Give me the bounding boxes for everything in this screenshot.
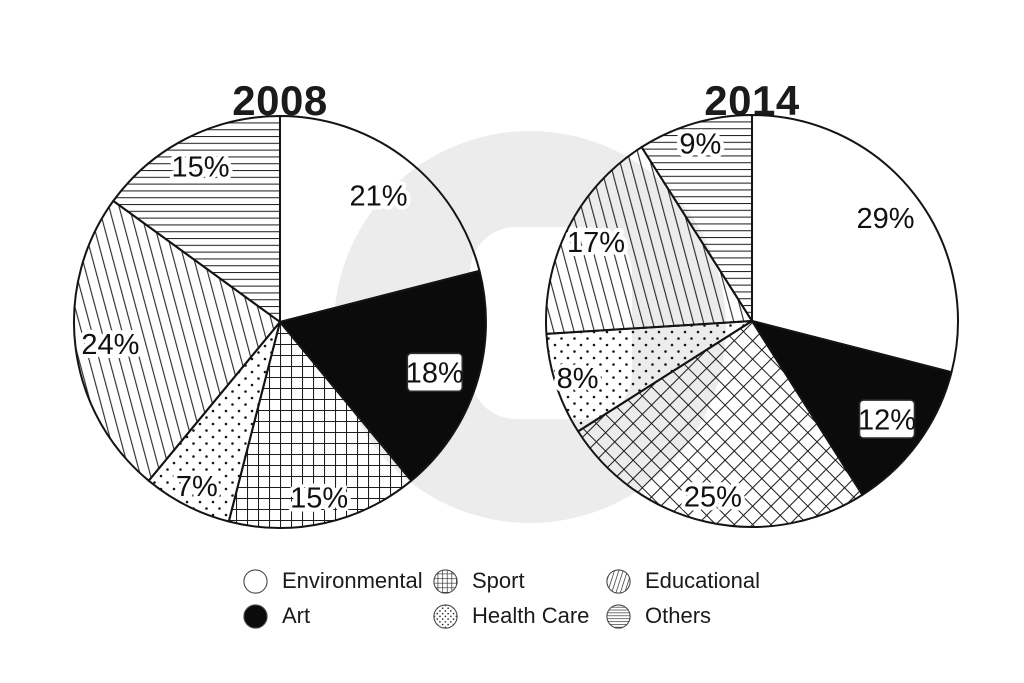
- legend-item-sport: Sport: [433, 568, 589, 594]
- pie-label: 8%: [557, 363, 599, 395]
- legend-item-art: Art: [243, 603, 423, 629]
- legend-item-educational: Educational: [606, 568, 760, 594]
- pie-slice-sport: [227, 321, 413, 529]
- pie-label: 21%: [349, 180, 407, 212]
- legend: Environmental Art: [0, 568, 1024, 632]
- pie-label: 15%: [290, 482, 348, 514]
- pie-slice-educational: [72, 199, 281, 482]
- pie-chart-2014: 29% 12% 25% 8% 17% 9%: [545, 114, 959, 528]
- pie-label: 7%: [176, 471, 218, 503]
- pie-label-boxed: 12%: [858, 399, 916, 439]
- legend-swatch-art-icon: [243, 603, 268, 629]
- pie-label: 15%: [171, 151, 229, 183]
- legend-label: Health Care: [472, 603, 590, 628]
- legend-item-others: Others: [606, 603, 760, 629]
- legend-column: Sport Health Care: [433, 568, 589, 629]
- pie-slice-environmental: [279, 115, 481, 323]
- pie-label-boxed: 18%: [406, 352, 464, 393]
- pie-slice-health-care: [545, 320, 753, 433]
- legend-column: Educational Others: [606, 568, 760, 629]
- legend-label: Sport: [472, 568, 525, 593]
- legend-label: Educational: [645, 568, 760, 593]
- legend-item-environmental: Environmental: [243, 568, 423, 594]
- pie-slice-art: [279, 269, 487, 482]
- legend-item-health-care: Health Care: [433, 603, 589, 629]
- pie-slice-others: [640, 114, 753, 322]
- legend-swatch-others-icon: [606, 603, 631, 629]
- pie-slice-others: [112, 115, 281, 323]
- legend-label: Others: [645, 603, 712, 628]
- legend-label: Art: [282, 603, 311, 628]
- legend-swatch-sport-icon: [433, 568, 458, 594]
- svg-text:18%: 18%: [406, 358, 464, 390]
- legend-swatch-educational-icon: [606, 568, 631, 594]
- pie-slice-environmental: [751, 114, 959, 374]
- pie-slice-art: [751, 320, 953, 496]
- legend-swatch-health-care-icon: [433, 603, 458, 629]
- pie-chart-2008: 21% 18% 15% 7% 24% 15%: [72, 115, 487, 529]
- pie-slice-sport: [577, 320, 864, 528]
- legend-label: Environmental: [282, 568, 423, 593]
- legend-column: Environmental Art: [243, 568, 423, 629]
- pie-label: 17%: [567, 227, 625, 259]
- pie-label: 9%: [679, 128, 721, 160]
- pie-label: 25%: [684, 481, 742, 513]
- legend-swatch-environmental-icon: [243, 568, 268, 594]
- svg-text:12%: 12%: [858, 405, 916, 437]
- pie-label: 24%: [81, 329, 139, 361]
- pie-label: 29%: [856, 203, 914, 235]
- pie-slice-educational: [545, 146, 753, 335]
